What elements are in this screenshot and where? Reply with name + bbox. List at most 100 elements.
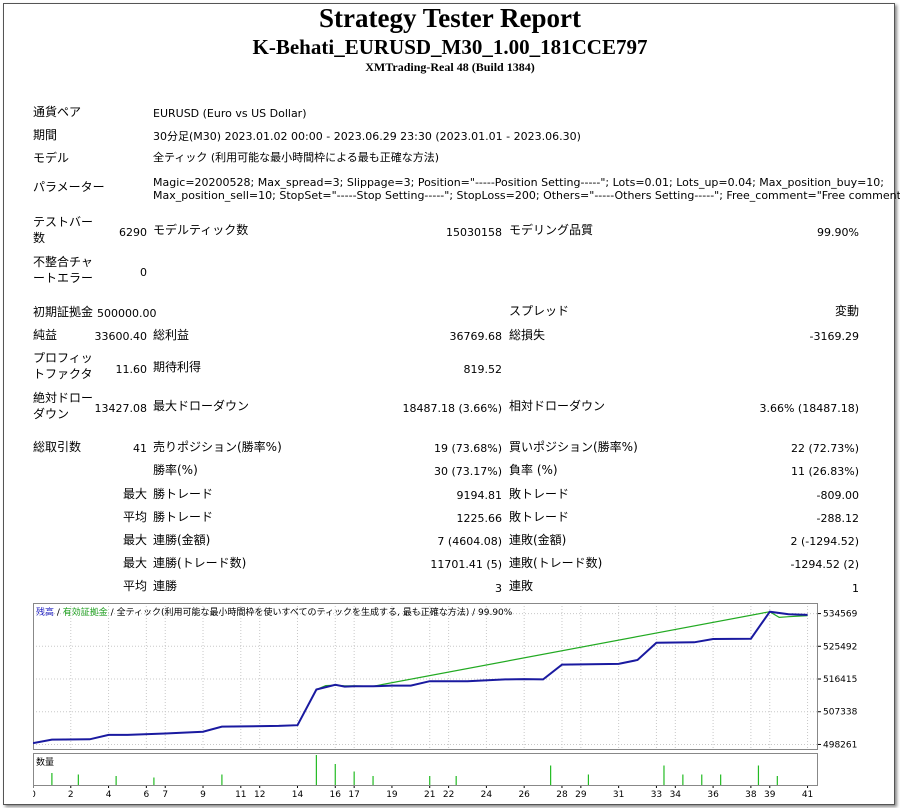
x-tick-label: 19 (386, 790, 398, 799)
x-tick-label: 11 (235, 790, 246, 799)
max-consecutive-loss-label: 連敗(トレード数) (509, 556, 603, 570)
net-profit-label: 純益 (33, 328, 58, 342)
total-trades-label: 総取引数 (33, 440, 82, 454)
y-tick-label: 507338 (823, 708, 858, 718)
x-tick-label: 33 (651, 790, 662, 799)
report-title: Strategy Tester Report (319, 3, 581, 33)
report-subtitle: K-Behati_EURUSD_M30_1.00_181CCE797 (252, 35, 648, 59)
max-consecutive-wins-value: 7 (4604.08) (437, 535, 502, 548)
caption-quality: 99.90% (478, 608, 513, 618)
profit-factor-label: プロフィットファクタ (33, 351, 93, 381)
profit-factor-value: 11.60 (115, 363, 148, 376)
x-tick-label: 22 (443, 790, 454, 799)
x-tick-label: 26 (518, 790, 530, 799)
server-build: XMTrading-Real 48 (Build 1384) (365, 60, 535, 74)
x-tick-label: 4 (106, 790, 112, 799)
gross-loss-label: 総損失 (509, 328, 546, 342)
max-consecutive-profit-label: 連勝(トレード数) (153, 556, 247, 570)
spread-value: 変動 (834, 304, 859, 318)
chart-grid (33, 603, 821, 788)
max-consecutive-wins-label: 連勝(金額) (153, 533, 211, 547)
volume-caption: 数量 (36, 756, 54, 768)
params-label: パラメーター (33, 180, 105, 194)
quality-label: モデリング品質 (509, 223, 594, 237)
params-line-2: Max_position_sell=10; StopSet="-----Stop… (153, 189, 900, 202)
x-tick-label: 17 (348, 790, 359, 799)
x-tick-label: 31 (613, 790, 624, 799)
largest-win-value: 9194.81 (456, 489, 503, 502)
x-tick-label: 21 (424, 790, 435, 799)
spread-label: スプレッド (509, 304, 570, 318)
max-drawdown-value: 18487.18 (3.66%) (402, 402, 502, 415)
ticks-value: 15030158 (446, 226, 502, 239)
largest-loss-value: -809.00 (816, 489, 859, 502)
win-rate-value: 30 (73.17%) (433, 465, 502, 478)
average-label: 平均 (122, 510, 147, 524)
gross-profit-label: 総利益 (153, 328, 190, 342)
long-positions-value: 22 (72.73%) (790, 442, 859, 455)
chart-background (33, 603, 859, 799)
gross-profit-value: 36769.68 (449, 330, 503, 343)
mismatch-label: 不整合チャートエラー (33, 255, 94, 285)
long-positions-label: 買いポジション(勝率%) (509, 440, 638, 454)
caption-sep-2: / (108, 608, 117, 618)
x-tick-label: 28 (556, 790, 568, 799)
x-tick-label: 9 (200, 790, 206, 799)
report-frame (3, 3, 895, 805)
mismatch-value: 0 (140, 266, 147, 279)
balance-line (33, 610, 808, 745)
x-tick-label: 0 (33, 790, 36, 799)
y-tick-labels: 498261 507338 516415 525492 534569 (823, 610, 858, 751)
x-tick-label: 34 (670, 790, 682, 799)
expected-payoff-label: 期待利得 (153, 360, 202, 374)
y-tick-label: 534569 (823, 610, 858, 620)
average-win-label: 勝トレード (153, 510, 214, 524)
x-tick-label: 29 (575, 790, 587, 799)
quality-value: 99.90% (817, 226, 859, 239)
deposit-value: 500000.00 (97, 307, 157, 320)
x-tick-label: 24 (481, 790, 493, 799)
x-tick-label: 14 (292, 790, 304, 799)
net-profit-value: 33600.40 (94, 330, 148, 343)
caption-equity: 有効証拠金 (63, 606, 108, 618)
max-consecutive-loss-value: -1294.52 (2) (790, 558, 859, 571)
max-label-2: 最大 (122, 556, 147, 570)
x-tick-label: 41 (802, 790, 813, 799)
params-line-1: Magic=20200528; Max_spread=3; Slippage=3… (153, 176, 885, 189)
model-label: モデル (33, 151, 70, 165)
average-consecutive-losses-value: 1 (852, 582, 859, 595)
max-consecutive-losses-label: 連敗(金額) (509, 533, 567, 547)
loss-rate-value: 11 (26.83%) (790, 465, 859, 478)
average-loss-label: 敗トレード (509, 510, 570, 524)
average-consecutive-wins-value: 3 (495, 582, 502, 595)
period-value: 30分足(M30) 2023.01.02 00:00 - 2023.06.29 … (153, 130, 581, 143)
caption-model: 全ティック(利用可能な最小時間枠を使いすべてのティックを生成する, 最も正確な方… (117, 606, 470, 618)
gross-loss-value: -3169.29 (809, 330, 859, 343)
largest-loss-label: 敗トレード (509, 487, 570, 501)
loss-rate-label: 負率 (%) (509, 463, 558, 477)
ticks-label: モデルティック数 (153, 223, 249, 237)
x-tick-label: 39 (764, 790, 776, 799)
short-positions-value: 19 (73.68%) (433, 442, 502, 455)
expected-payoff-value: 819.52 (463, 363, 503, 376)
chart-lines (33, 610, 808, 745)
y-tick-label: 525492 (823, 642, 857, 652)
y-tick-label: 498261 (823, 740, 857, 750)
caption-balance: 残高 (36, 606, 54, 618)
x-tick-label: 36 (707, 790, 719, 799)
y-tick-label: 516415 (823, 675, 857, 685)
caption-sep-1: / (54, 608, 63, 618)
caption-sep-3: / (469, 608, 478, 618)
deposit-label: 初期証拠金 (33, 305, 94, 319)
volume-plot-border (33, 753, 818, 786)
x-tick-label: 6 (143, 790, 149, 799)
symbol-value: EURUSD (Euro vs US Dollar) (153, 107, 307, 120)
period-label: 期間 (33, 128, 58, 142)
bars-label: テストバー数 (33, 215, 94, 245)
x-tick-label: 16 (330, 790, 342, 799)
max-consecutive-losses-value: 2 (-1294.52) (790, 535, 859, 548)
average-label-2: 平均 (122, 579, 147, 593)
bars-value: 6290 (119, 226, 147, 239)
max-consecutive-profit-value: 11701.41 (5) (430, 558, 502, 571)
average-loss-value: -288.12 (816, 512, 859, 525)
